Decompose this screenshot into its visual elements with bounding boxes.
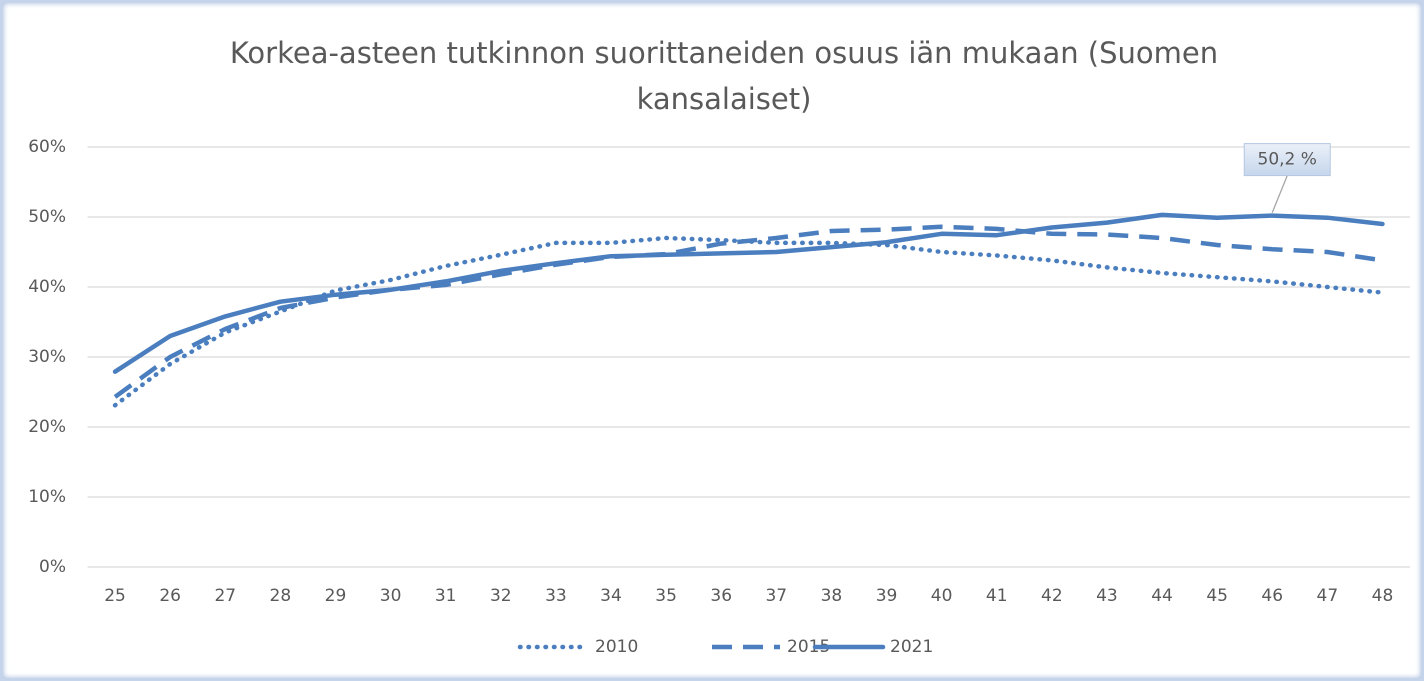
series-line <box>113 224 1383 399</box>
x-tick-label: 45 <box>1206 586 1228 606</box>
x-tick-label: 29 <box>325 586 347 606</box>
x-tick-label: 25 <box>104 586 126 606</box>
x-tick-label: 30 <box>380 586 402 606</box>
leader-line <box>1271 175 1288 213</box>
data-label: 50,2 % <box>1258 150 1317 170</box>
x-tick-label: 28 <box>270 586 292 606</box>
legend-label: 2010 <box>595 637 638 657</box>
x-tick-label: 32 <box>490 586 512 606</box>
y-tick-label: 30% <box>28 347 66 367</box>
legend-label: 2015 <box>787 637 830 657</box>
y-tick-label: 40% <box>28 277 66 297</box>
x-tick-label: 35 <box>655 586 677 606</box>
x-tick-label: 39 <box>876 586 898 606</box>
y-tick-label: 20% <box>28 417 66 437</box>
x-tick-label: 46 <box>1261 586 1283 606</box>
x-tick-label: 26 <box>159 586 181 606</box>
x-tick-label: 42 <box>1041 586 1063 606</box>
x-tick-label: 40 <box>931 586 953 606</box>
chart-title: Korkea-asteen tutkinnon suorittaneiden o… <box>229 36 1219 116</box>
x-tick-label: 33 <box>545 586 567 606</box>
y-tick-label: 60% <box>28 137 66 157</box>
x-tick-label: 37 <box>765 586 787 606</box>
x-tick-label: 31 <box>435 586 457 606</box>
x-tick-label: 48 <box>1372 586 1394 606</box>
legend-label: 2021 <box>890 637 933 657</box>
x-tick-label: 36 <box>710 586 732 606</box>
data-label-box <box>1243 143 1331 177</box>
series-line <box>112 212 1385 374</box>
series-line <box>112 235 1385 408</box>
x-tick-label: 38 <box>821 586 843 606</box>
y-tick-label: 0% <box>39 557 66 577</box>
x-tick-label: 44 <box>1151 586 1173 606</box>
x-tick-label: 27 <box>214 586 236 606</box>
y-tick-label: 10% <box>28 487 66 507</box>
y-tick-label: 50% <box>28 207 66 227</box>
x-tick-label: 41 <box>986 586 1008 606</box>
x-tick-label: 34 <box>600 586 622 606</box>
x-tick-label: 43 <box>1096 586 1118 606</box>
x-tick-label: 47 <box>1317 586 1339 606</box>
